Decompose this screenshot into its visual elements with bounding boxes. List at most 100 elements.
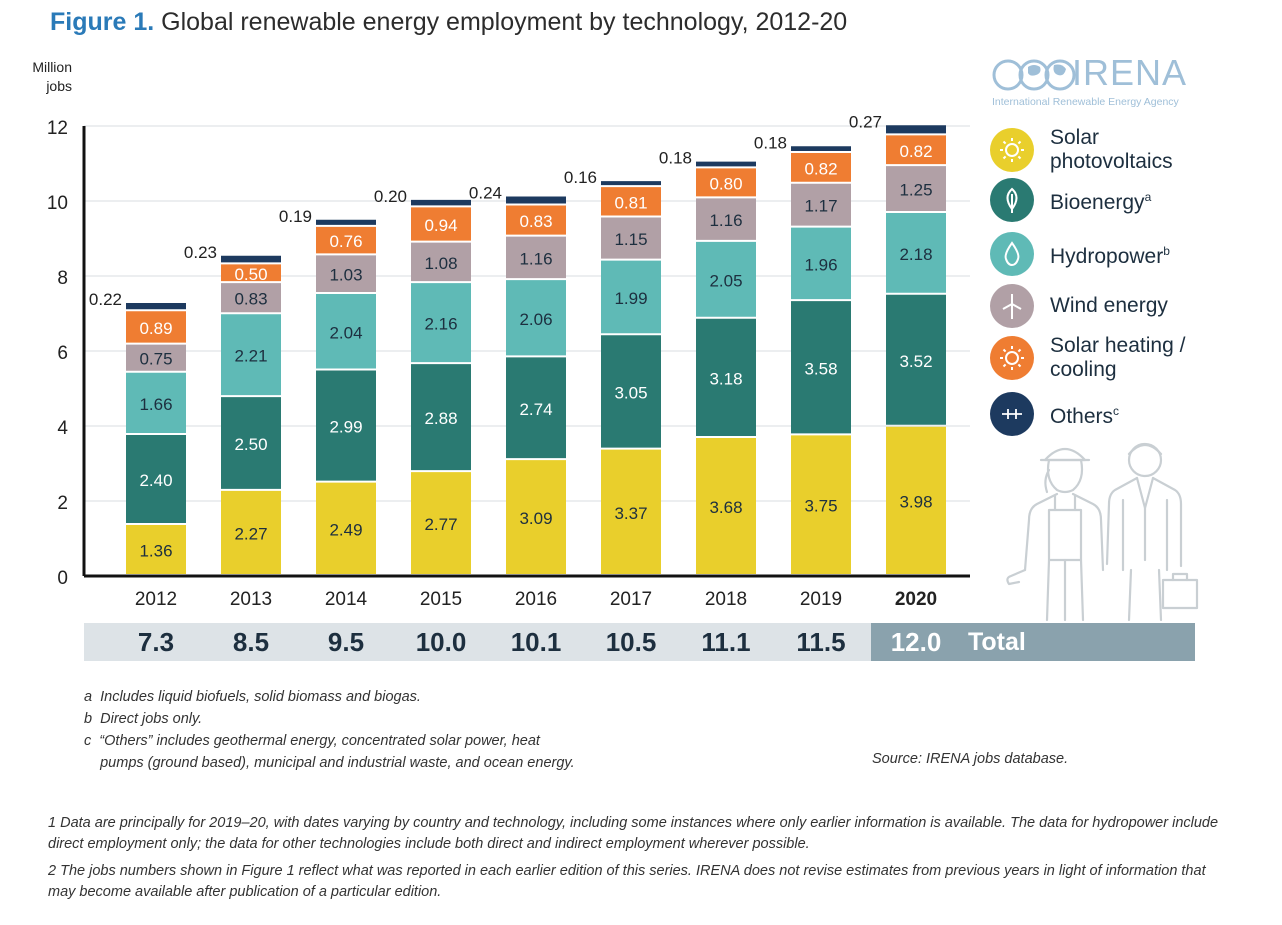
legend-item-solar_heating: Solar heating / cooling (990, 334, 1185, 382)
bar-segment-bioenergy (411, 364, 471, 471)
legend-item-bioenergy: Bioenergya (990, 178, 1151, 222)
bar-segment-solar_pv (316, 482, 376, 574)
x-tick-label: 2020 (895, 589, 937, 610)
bars (126, 125, 946, 574)
total-value: 11.5 (796, 627, 846, 657)
irena-logo-subtitle: International Renewable Energy Agency (992, 96, 1179, 108)
bar-segment-solar_pv (601, 449, 661, 574)
others-icon (990, 392, 1034, 436)
bar-value-label: 0.83 (519, 212, 552, 231)
bar-segment-others (316, 219, 376, 225)
bar-value-label: 0.82 (899, 142, 932, 161)
bar-value-label: 2.18 (899, 245, 932, 264)
note-line: b Direct jobs only. (84, 711, 203, 727)
bar-value-label: 1.17 (804, 197, 837, 216)
bar-segment-others (411, 199, 471, 206)
bar-value-label: 0.23 (184, 243, 217, 262)
x-axis-ticks: 2012 2013 2014 2015 2016 2017 2018 2019 2020 (135, 589, 937, 610)
bar-value-label: 2.99 (329, 418, 362, 437)
workers-illustration (1006, 442, 1199, 622)
x-tick-label: 2017 (610, 589, 652, 610)
bar-segment-others (696, 161, 756, 167)
bar-segment-wind (126, 344, 186, 371)
total-value: 10.5 (605, 627, 657, 657)
bar-segment-others (506, 196, 566, 204)
bar-value-label: 1.36 (139, 542, 172, 561)
bar-segment-hydropower (696, 241, 756, 317)
bar-segment-solar_pv (411, 472, 471, 574)
legend-label: Solar heating / cooling (1050, 334, 1186, 381)
total-value: 7.3 (137, 627, 175, 657)
bar-value-label: 1.16 (709, 211, 742, 230)
y-axis-ticks: 0 2 4 6 8 10 12 (47, 118, 69, 589)
legend-item-others: Othersc (990, 392, 1119, 436)
unit-label-line-1: Million (32, 59, 72, 75)
bar-segment-solar_heating (411, 207, 471, 241)
y-tick-label: 2 (57, 493, 68, 514)
figure-title: Figure 1. Global renewable energy employ… (50, 8, 847, 37)
bar-segment-hydropower (126, 372, 186, 433)
total-value: 9.5 (327, 627, 365, 657)
totals-label: Total (968, 628, 1026, 656)
bar-value-label: 0.94 (424, 216, 457, 235)
bar-value-label: 0.18 (659, 149, 692, 168)
bar-segment-hydropower (601, 260, 661, 334)
bar-segment-bioenergy (791, 301, 851, 434)
bar-segment-others (221, 255, 281, 263)
leaf-icon (990, 178, 1034, 222)
x-tick-label: 2012 (135, 589, 177, 610)
water-drop-icon (990, 232, 1034, 276)
bar-segment-solar_heating (696, 168, 756, 197)
bar-segment-wind (411, 242, 471, 282)
bar-segment-bioenergy (696, 318, 756, 436)
bar-value-label: 1.15 (614, 230, 647, 249)
legend-label: Bioenergya (1050, 190, 1152, 214)
bar-value-label: 0.82 (804, 159, 837, 178)
bar-value-label: 0.18 (754, 133, 787, 152)
bar-segment-bioenergy (601, 335, 661, 448)
bar-value-label: 1.16 (519, 249, 552, 268)
bar-segment-solar_heating (316, 226, 376, 254)
bar-value-label: 2.04 (329, 323, 362, 342)
bar-segment-solar_pv (886, 426, 946, 574)
totals-row (84, 623, 1195, 661)
y-tick-label: 0 (57, 568, 68, 589)
x-tick-label: 2019 (800, 589, 842, 610)
sun-heating-icon (990, 336, 1034, 380)
total-value: 10.0 (415, 627, 467, 657)
bar-segment-solar_heating (601, 187, 661, 216)
bar-segment-hydropower (316, 294, 376, 369)
bar-value-label: 0.22 (89, 290, 122, 309)
bar-value-label: 2.88 (424, 409, 457, 428)
bar-segment-solar_pv (696, 438, 756, 574)
total-value: 8.5 (232, 627, 270, 657)
bar-segment-others (601, 181, 661, 186)
bar-value-label: 0.76 (329, 232, 362, 251)
bar-segment-solar_heating (506, 205, 566, 235)
bar-segment-solar_pv (221, 490, 281, 574)
note-line: c “Others” includes geothermal energy, c… (84, 733, 540, 749)
legend-footnote-marker: c (1113, 404, 1120, 418)
x-tick-label: 2015 (420, 589, 462, 610)
irena-logo-text: IRENA (1072, 52, 1188, 93)
bar-value-label: 0.50 (234, 265, 267, 284)
legend-label: Othersc (1050, 404, 1120, 428)
source-note: Source: IRENA jobs database. (872, 751, 1069, 767)
bar-value-label: 1.08 (424, 254, 457, 273)
legend-label: Hydropowerb (1050, 244, 1170, 268)
bar-value-label: 3.68 (709, 498, 742, 517)
bar-value-label: 0.81 (614, 193, 647, 212)
bar-segment-wind (316, 255, 376, 292)
bar-value-label: 2.21 (234, 347, 267, 366)
bar-segment-hydropower (221, 314, 281, 396)
bar-value-label: 1.66 (139, 395, 172, 414)
footnote: 2 The jobs numbers shown in Figure 1 ref… (48, 863, 1206, 900)
bar-segment-wind (886, 166, 946, 211)
y-tick-label: 6 (57, 343, 68, 364)
legend-footnote-marker: a (1144, 190, 1152, 204)
bar-value-label: 0.27 (849, 112, 882, 131)
bar-value-label: 3.05 (614, 383, 647, 402)
bar-segment-wind (506, 236, 566, 279)
x-tick-label: 2014 (325, 589, 368, 610)
chart-notes: a Includes liquid biofuels, solid biomas… (84, 686, 575, 774)
